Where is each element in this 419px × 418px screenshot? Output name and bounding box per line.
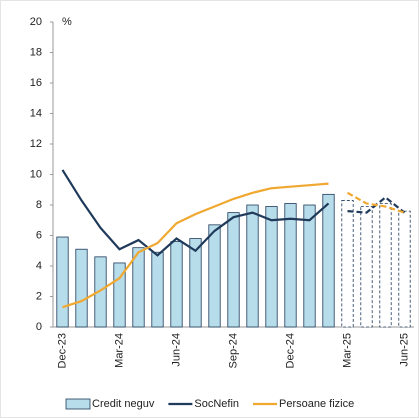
- line-projection: [346, 191, 405, 214]
- x-tick-label: Dec-23: [56, 333, 68, 368]
- legend-label: SocNefin: [194, 398, 239, 410]
- y-tick-label: 12: [30, 138, 42, 150]
- bar: [132, 247, 145, 328]
- x-tick-label: Sep-24: [227, 333, 239, 368]
- y-tick-label: 20: [30, 16, 42, 28]
- bar: [170, 241, 183, 328]
- x-tick-label: Jun-25: [398, 333, 410, 367]
- unit-label: %: [62, 16, 72, 28]
- legend-label: Credit neguv: [92, 398, 155, 410]
- bar: [75, 248, 88, 328]
- y-tick-label: 8: [36, 199, 42, 211]
- bar: [246, 204, 259, 328]
- y-tick-label: 6: [36, 229, 42, 241]
- line: [61, 169, 330, 257]
- bar: [303, 204, 316, 328]
- y-tick-label: 4: [36, 260, 42, 272]
- bar: [265, 206, 278, 328]
- y-tick-label: 18: [30, 46, 42, 58]
- bar: [379, 203, 392, 328]
- x-tick-label: Dec-24: [284, 333, 296, 368]
- y-tick-label: 2: [36, 290, 42, 302]
- line: [62, 182, 329, 309]
- bar: [113, 262, 126, 328]
- legend-swatch: [65, 398, 91, 410]
- x-tick-label: Mar-25: [341, 333, 353, 368]
- bar: [94, 256, 107, 328]
- y-tick-label: 0: [36, 321, 42, 333]
- y-tick-label: 14: [30, 107, 42, 119]
- y-tick-label: 10: [30, 168, 42, 180]
- bar: [56, 236, 69, 328]
- x-tick-label: Jun-24: [170, 333, 182, 367]
- bar: [360, 206, 373, 328]
- y-tick-label: 16: [30, 77, 42, 89]
- bar: [322, 193, 335, 328]
- bar: [341, 200, 354, 328]
- bar: [208, 224, 221, 328]
- bar: [189, 238, 202, 328]
- bar: [398, 210, 411, 328]
- x-tick-label: Mar-24: [113, 333, 125, 368]
- bar: [227, 212, 240, 328]
- bar: [284, 203, 297, 328]
- bar: [151, 251, 164, 328]
- legend-label: Persoane fizice: [279, 398, 354, 410]
